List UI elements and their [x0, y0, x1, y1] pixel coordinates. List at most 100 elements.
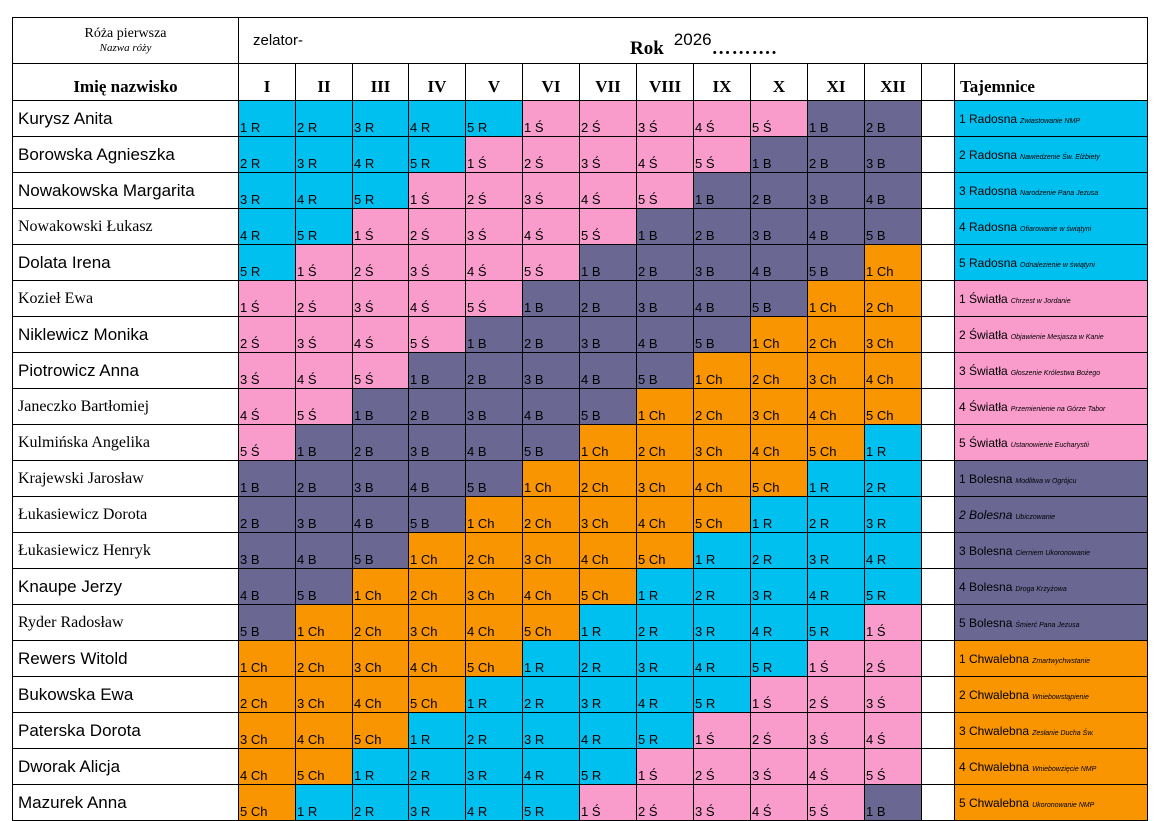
mystery-cell: 1 Ś: [579, 784, 637, 821]
mystery-cell: 4 Ch: [408, 640, 466, 677]
mystery-legend-cell: 1 Radosna Zwiastowanie NMP: [954, 100, 1148, 137]
mystery-cell: 5 Ch: [352, 712, 409, 749]
mystery-cell: 3 B: [579, 316, 637, 353]
spacer-cell: [921, 532, 955, 569]
mystery-cell: 2 R: [864, 460, 922, 497]
mystery-cell: 3 B: [693, 244, 751, 281]
year-dots: ……….: [711, 38, 778, 59]
mystery-cell: 1 Ch: [807, 280, 865, 317]
mystery-cell: 4 Ś: [408, 280, 466, 317]
spacer-cell: [921, 496, 955, 533]
mystery-cell: 3 Ś: [864, 676, 922, 713]
mystery-cell: 3 Ś: [522, 172, 580, 209]
mystery-cell: 1 Ch: [636, 388, 694, 425]
mystery-cell: 3 R: [693, 604, 751, 641]
mystery-cell: 2 Ś: [864, 640, 922, 677]
mystery-legend-desc: Ukoronowanie NMP: [1032, 801, 1095, 809]
mystery-cell: 3 R: [408, 784, 466, 821]
mystery-cell: 1 Ch: [750, 316, 808, 353]
mystery-cell: 4 R: [465, 784, 523, 821]
mystery-cell: 1 R: [636, 568, 694, 605]
mystery-legend-desc: Zwiastowanie NMP: [1020, 117, 1080, 125]
member-name: Kozieł Ewa: [12, 280, 239, 317]
mystery-cell: 3 R: [295, 136, 353, 173]
spacer-cell: [921, 640, 955, 677]
mystery-cell: 5 Ś: [522, 244, 580, 281]
month-header: VI: [522, 63, 580, 101]
mystery-cell: 4 Ś: [295, 352, 353, 389]
mystery-cell: 4 Ch: [579, 532, 637, 569]
mystery-cell: 3 Ś: [807, 712, 865, 749]
mystery-cell: 1 Ch: [522, 460, 580, 497]
mystery-cell: 5 Ch: [636, 532, 694, 569]
mystery-cell: 2 B: [693, 208, 751, 245]
mystery-legend-cell: 1 Światła Chrzest w Jordanie: [954, 280, 1148, 317]
mystery-cell: 2 B: [579, 280, 637, 317]
mystery-cell: 1 B: [408, 352, 466, 389]
mystery-cell: 5 R: [522, 784, 580, 821]
member-name: Łukasiewicz Dorota: [12, 496, 239, 533]
mystery-cell: 3 Ś: [352, 280, 409, 317]
month-header: III: [352, 63, 409, 101]
mystery-cell: 4 Ś: [522, 208, 580, 245]
mystery-legend-desc: Głoszenie Królestwa Bożego: [1010, 369, 1101, 377]
spacer-cell: [921, 208, 955, 245]
mystery-cell: 5 B: [693, 316, 751, 353]
mystery-cell: 1 Ch: [352, 568, 409, 605]
mystery-cell: 3 Ch: [352, 640, 409, 677]
mystery-cell: 2 R: [579, 640, 637, 677]
mystery-cell: 4 B: [750, 244, 808, 281]
mystery-cell: 2 B: [408, 388, 466, 425]
mystery-cell: 5 Ch: [465, 640, 523, 677]
mystery-cell: 4 R: [693, 640, 751, 677]
mystery-cell: 5 Ś: [636, 172, 694, 209]
mystery-cell: 1 B: [693, 172, 751, 209]
mystery-cell: 2 B: [522, 316, 580, 353]
mystery-cell: 2 Ś: [238, 316, 296, 353]
mystery-cell: 5 B: [465, 460, 523, 497]
month-header: IX: [693, 63, 751, 101]
mystery-cell: 4 R: [864, 532, 922, 569]
year-label: Rok: [630, 38, 664, 59]
member-name: Krajewski Jarosław: [12, 460, 239, 497]
mystery-legend-title: 4 Chwalebna: [959, 759, 1030, 774]
mystery-legend-title: 4 Światła: [959, 399, 1008, 414]
mystery-cell: 3 B: [352, 460, 409, 497]
mystery-cell: 2 Ś: [693, 748, 751, 785]
mystery-cell: 4 Ch: [295, 712, 353, 749]
mystery-cell: 2 R: [408, 748, 466, 785]
member-name: Ryder Radosław: [12, 604, 239, 641]
mystery-legend-desc: Ofiarowanie w świątyni: [1020, 225, 1092, 233]
mystery-cell: 5 R: [465, 100, 523, 137]
mystery-cell: 3 Ch: [295, 676, 353, 713]
mystery-cell: 3 Ch: [465, 568, 523, 605]
mystery-cell: 5 B: [864, 208, 922, 245]
mystery-cell: 4 Ś: [238, 388, 296, 425]
mystery-cell: 3 Ch: [579, 496, 637, 533]
mystery-cell: 2 B: [295, 460, 353, 497]
mystery-legend-title: 4 Bolesna: [959, 579, 1013, 594]
mystery-cell: 3 B: [465, 388, 523, 425]
mystery-legend-cell: 1 Chwalebna Zmartwychwstanie: [954, 640, 1148, 677]
mystery-legend-desc: Chrzest w Jordanie: [1010, 297, 1071, 305]
mystery-cell: 5 Ś: [238, 424, 296, 461]
year-value: 2026: [673, 30, 712, 49]
mystery-cell: 4 Ś: [465, 244, 523, 281]
mystery-cell: 4 B: [864, 172, 922, 209]
mystery-legend-desc: Narodzenie Pana Jezusa: [1020, 189, 1099, 197]
mystery-cell: 2 Ś: [352, 244, 409, 281]
mystery-cell: 5 R: [295, 208, 353, 245]
mystery-cell: 1 R: [465, 676, 523, 713]
mystery-legend-cell: 2 Chwalebna Wniebowstąpienie: [954, 676, 1148, 713]
tajemnice-header: Tajemnice: [954, 63, 1148, 101]
mystery-cell: 4 Ch: [807, 388, 865, 425]
